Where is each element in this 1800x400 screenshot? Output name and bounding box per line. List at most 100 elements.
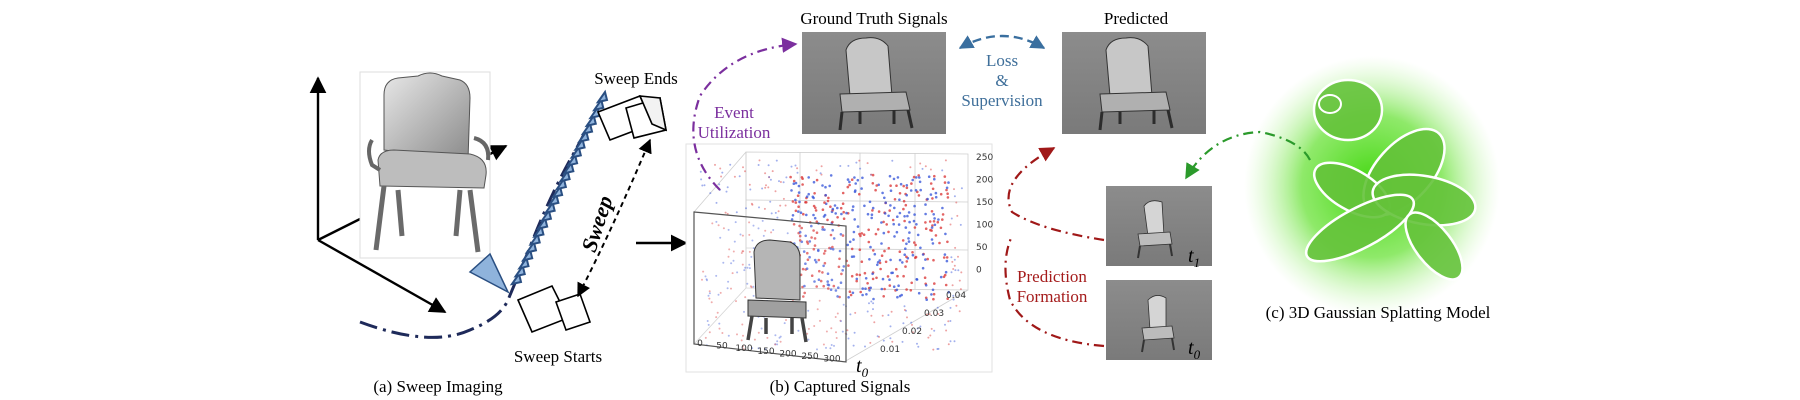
gaussian-highlight [1318,94,1342,114]
event-point [717,224,720,227]
event-point [866,282,869,285]
event-point [812,213,815,217]
event-point [820,173,823,176]
event-point [741,250,744,253]
label-sweep: Sweep [576,192,618,254]
event-point [932,348,935,351]
prediction-arrow-lower [1004,235,1105,348]
event-point [915,278,919,281]
event-point [868,289,871,292]
event-point [731,272,734,275]
event-point [891,340,894,343]
event-point [953,264,956,267]
event-point [891,218,895,222]
event-point [917,194,921,197]
event-point [734,221,737,224]
event-point [813,216,817,220]
event-point [957,269,960,272]
event-point [819,279,823,283]
event-point [822,343,825,346]
event-point [813,192,816,195]
event-point [703,184,706,187]
event-point [779,335,782,338]
event-point [930,327,933,330]
event-point [850,247,854,251]
event-point [839,281,843,285]
event-point [750,286,753,289]
event-point [905,193,908,197]
event-point [883,249,886,253]
event-point [866,310,869,313]
event-point [883,287,886,291]
event-point [810,274,814,278]
event-point [895,230,899,234]
caption-captured-signals: (b) Captured Signals [770,377,911,396]
event-point [882,339,885,342]
event-point [716,311,719,314]
event-point [882,231,886,235]
event-point [852,344,855,347]
event-point [865,293,868,296]
event-point [924,212,927,216]
event-point [959,288,962,291]
event-point [815,260,818,264]
event-point [816,308,819,311]
event-point [810,236,813,239]
event-point [878,261,882,265]
event-point [803,284,806,288]
event-point [779,340,782,343]
event-point [898,198,901,201]
event-point [819,319,821,322]
event-point [720,175,723,178]
event-point [919,325,922,328]
event-point [861,287,864,290]
event-point [898,192,902,195]
event-point [902,199,906,203]
event-point [953,258,956,261]
event-point [842,265,846,268]
event-point [760,327,763,330]
chair-image [359,71,491,259]
event-point [829,233,833,237]
event-point [859,167,862,170]
event-point [823,213,827,217]
event-point [833,204,837,207]
event-point [859,290,862,294]
event-point [953,340,956,343]
event-point [932,258,935,262]
event-point [827,287,830,290]
event-point [908,231,911,234]
event-point [943,175,947,178]
event-point [930,238,934,241]
event-point [870,216,873,220]
event-point [936,348,939,350]
event-point [911,331,914,334]
label-sweep-starts: Sweep Starts [514,347,602,366]
event-point [912,219,916,223]
event-point [941,213,945,216]
event-point [893,206,896,210]
event-point [958,279,961,282]
event-point [815,169,818,172]
event-point [823,249,827,253]
event-point [866,212,870,216]
event-point [836,312,839,315]
x-tick-label: 0 [697,339,703,349]
event-point [957,255,959,258]
event-point [829,347,832,350]
event-point [830,327,833,330]
label-predicted: Predicted [1104,9,1169,28]
prediction-formation: Prediction Formation t1 t0 [1004,147,1212,362]
event-point [909,189,913,192]
event-point [778,180,780,183]
event-point [874,188,877,192]
event-point [877,210,881,213]
event-point [854,182,857,185]
event-point [758,206,760,209]
event-point [887,314,890,317]
event-point [901,261,904,264]
event-point [902,207,905,211]
event-point [792,179,796,183]
event-point [752,224,755,227]
